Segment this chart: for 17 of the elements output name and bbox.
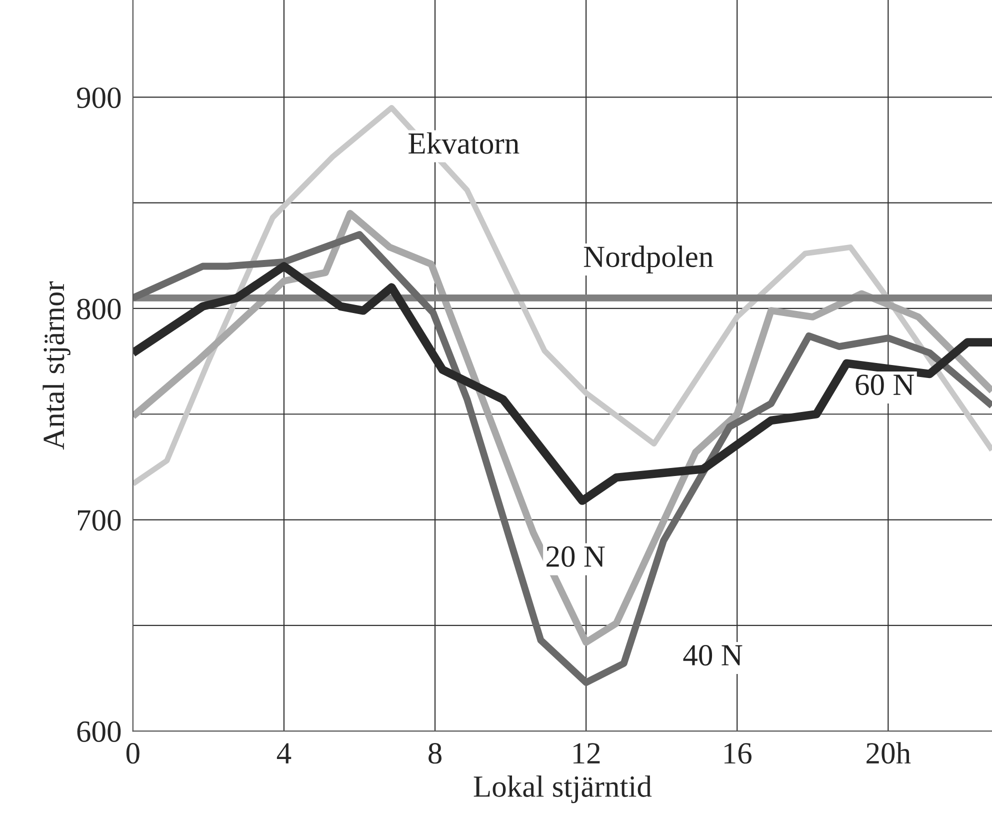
x-tick-label: 4: [276, 743, 292, 764]
series-label: 20 N: [546, 546, 605, 567]
x-axis-title: Lokal stjärntid: [474, 775, 652, 804]
x-tick-label: 8: [428, 743, 442, 764]
y-tick-label: 900: [76, 87, 121, 108]
x-tick-label: 12: [573, 743, 600, 764]
x-tick-label: 20h: [866, 742, 911, 764]
x-tick-label: 0: [126, 743, 140, 764]
x-tick-label: 16: [724, 743, 752, 764]
y-axis-title: Antal stjärnor: [42, 281, 70, 450]
series-label: Nordpolen: [584, 246, 714, 274]
y-tick-label: 800: [77, 298, 121, 320]
y-tick-label: 600: [77, 721, 121, 742]
series-label: 40 N: [683, 644, 742, 666]
series-label: Ekvatorn: [408, 132, 520, 154]
series-label: 60 N: [856, 374, 914, 396]
y-tick-label: 700: [78, 510, 121, 531]
